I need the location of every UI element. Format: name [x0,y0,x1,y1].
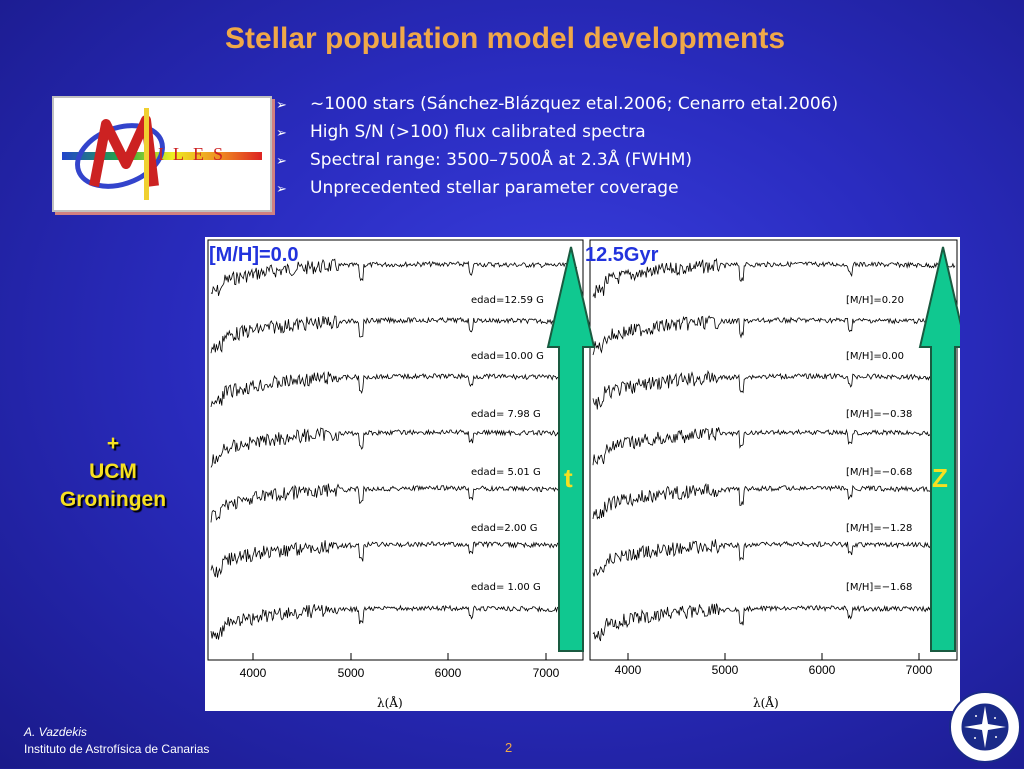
age-label: edad=2.00 G [471,523,538,534]
age-label: edad=12.59 G [471,295,544,306]
bullet-item: ➢ Spectral range: 3500–7500Å at 2.3Å (FWH… [276,146,838,174]
footer-institute: Instituto de Astrofísica de Canarias [24,742,210,756]
tick-label: 4000 [240,666,267,680]
right-xlabel: λ(Å) [753,695,779,710]
metallicity-label: [M/H]=−1.68 [846,582,912,593]
left-xlabel: λ(Å) [377,695,403,710]
miles-logo: ILES [52,96,272,212]
left-spectrum-line [210,315,578,354]
right-panel-frame [589,239,958,661]
right-metallicity-labels: [M/H]=0.20 [M/H]=0.00 [M/H]=−0.38 [M/H]=−0.… [846,295,912,593]
left-spectrum-line [210,540,578,578]
groningen-label: Groningen [59,488,167,511]
right-spectrum-line [592,603,956,642]
arrow-bullet-icon: ➢ [276,182,287,197]
footer-author: A. Vazdekis [24,725,87,739]
bullet-list: ➢ ~1000 stars (Sánchez-Blázquez etal.2006… [276,90,838,202]
left-spectrum-line [210,483,578,523]
arrow-bullet-icon: ➢ [276,98,287,113]
right-spectrum-line [592,427,956,466]
collaborators-text: + UCM Groningen [28,430,198,514]
metallicity-label: [M/H]=−1.28 [846,523,912,534]
right-spectrum-line [592,369,956,410]
tick-label: 6000 [809,663,836,677]
iac-seal-graphic [949,691,1021,763]
right-panel-header: 12.5Gyr [585,244,659,266]
right-spectrum-line [592,482,956,520]
arrow-bullet-icon: ➢ [276,126,287,141]
metallicity-label: [M/H]=0.20 [846,295,904,306]
tick-label: 5000 [338,666,365,680]
tick-label: 7000 [906,663,933,677]
axis-ticks: 4000 5000 6000 7000 4000 5000 6000 7000 [240,653,933,680]
bullet-text: Spectral range: 3500–7500Å at 2.3Å (FWHM… [310,150,693,170]
bullet-item: ➢ Unprecedented stellar parameter coverag… [276,174,838,202]
page-number: 2 [505,740,513,755]
tick-label: 6000 [435,666,462,680]
age-label: edad= 5.01 G [471,467,541,478]
right-spectrum-line [592,315,956,356]
metallicity-arrow-label: Z [932,463,948,493]
left-panel-header: [M/H]=0.0 [209,244,298,266]
logo-letters: ILES [158,144,232,164]
plus-sign: + [106,432,120,455]
tick-label: 7000 [533,666,560,680]
arrow-bullet-icon: ➢ [276,154,287,169]
tick-label: 4000 [615,663,642,677]
tick-label: 5000 [712,663,739,677]
right-spectra-group [592,257,956,642]
bullet-text: High S/N (>100) flux calibrated spectra [310,122,646,142]
miles-logo-graphic: ILES [62,108,262,200]
left-spectrum-line [210,371,578,407]
metallicity-arrow: Z [918,246,968,652]
age-arrow-label: t [564,463,573,493]
metallicity-label: [M/H]=0.00 [846,351,904,362]
left-spectrum-line [210,258,578,296]
spectra-figure: edad=12.59 G edad=10.00 G edad= 7.98 G edad… [205,237,968,711]
metallicity-label: [M/H]=−0.68 [846,467,912,478]
iac-seal [948,690,1022,764]
age-arrow: t [546,246,596,652]
bullet-item: ➢ ~1000 stars (Sánchez-Blázquez etal.2006… [276,90,838,118]
right-spectrum-line [592,257,956,299]
metallicity-label: [M/H]=−0.38 [846,409,912,420]
left-spectra-group [210,258,578,640]
age-label: edad=10.00 G [471,351,544,362]
bullet-text: ~1000 stars (Sánchez-Blázquez etal.2006;… [310,94,839,114]
left-spectrum-line [210,427,578,468]
slide-title: Stellar population model developments [224,22,786,55]
ucm-label: UCM [89,460,137,483]
left-age-labels: edad=12.59 G edad=10.00 G edad= 7.98 G edad… [471,295,544,593]
bullet-item: ➢ High S/N (>100) flux calibrated spectra [276,118,838,146]
bullet-text: Unprecedented stellar parameter coverage [310,178,679,198]
left-spectrum-line [210,604,578,640]
age-label: edad= 1.00 G [471,582,541,593]
age-label: edad= 7.98 G [471,409,541,420]
spectra-plot: edad=12.59 G edad=10.00 G edad= 7.98 G edad… [207,239,968,710]
right-spectrum-line [592,539,956,577]
